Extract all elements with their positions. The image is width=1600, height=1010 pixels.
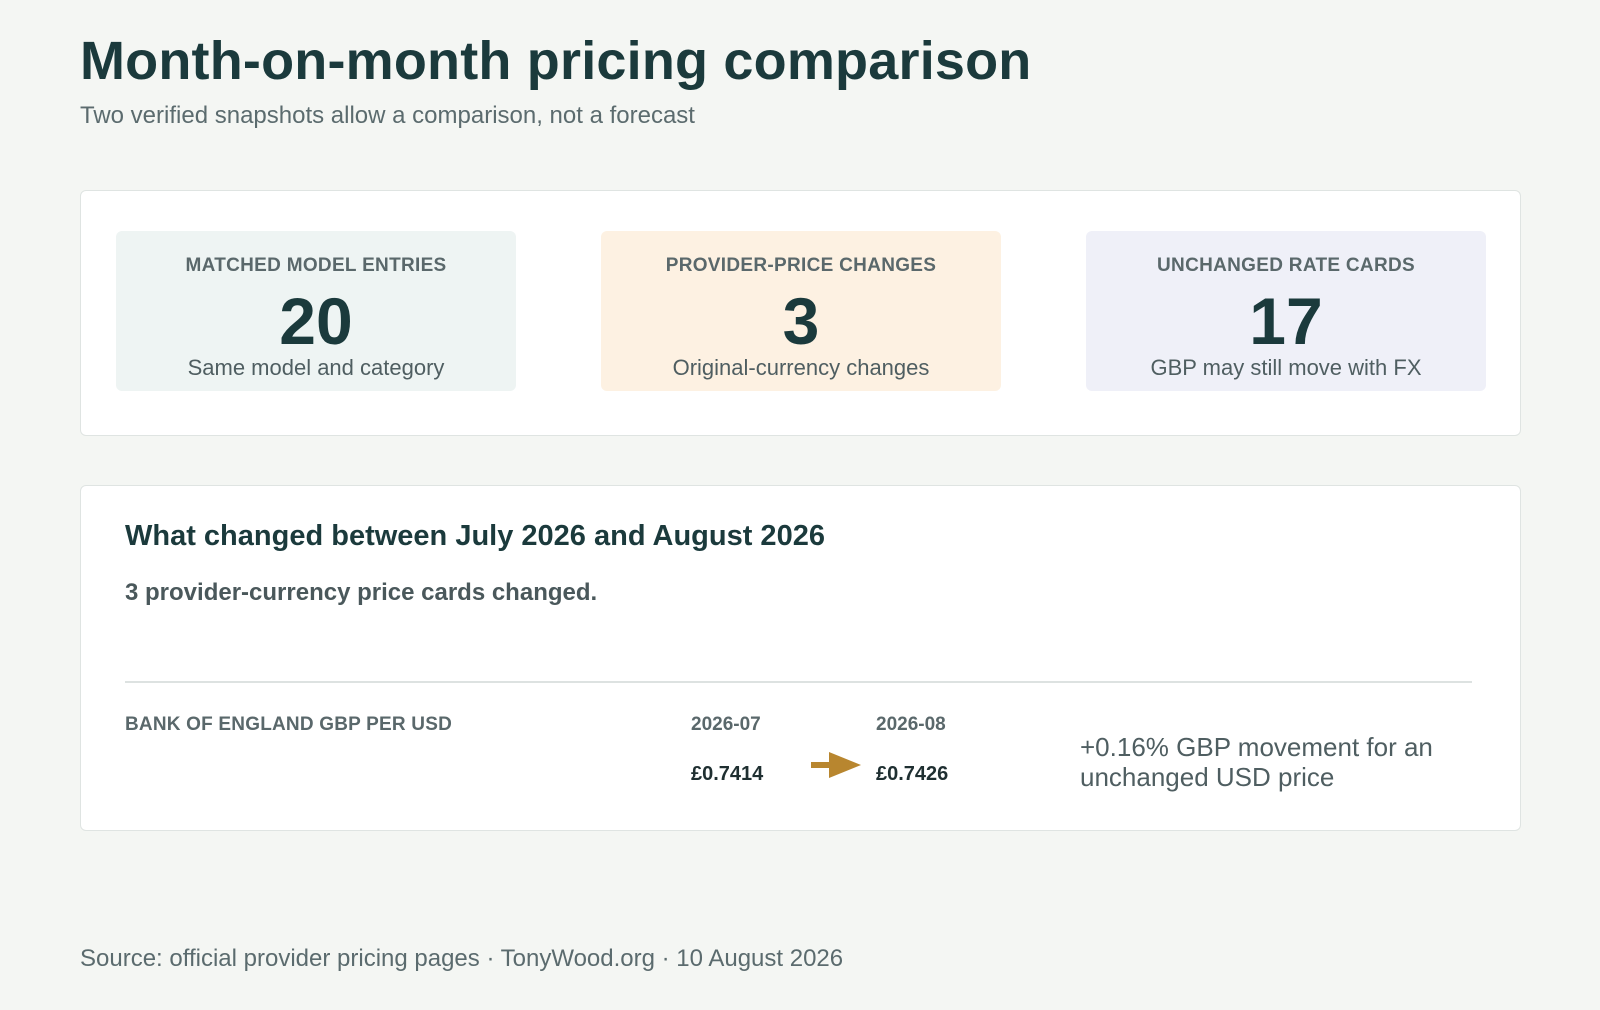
fx-movement-note: +0.16% GBP movement for an unchanged USD… <box>1080 732 1433 792</box>
to-period-label: 2026-08 <box>876 714 946 735</box>
changes-card: What changed between July 2026 and Augus… <box>80 485 1521 831</box>
divider <box>125 681 1472 683</box>
stat-label: MATCHED MODEL ENTRIES <box>185 255 447 276</box>
from-period-label: 2026-07 <box>691 714 761 735</box>
stat-provider-price-changes: PROVIDER-PRICE CHANGES 3 Original-curren… <box>601 231 1001 391</box>
summary-stats-card: MATCHED MODEL ENTRIES 20 Same model and … <box>80 190 1521 436</box>
changes-heading: What changed between July 2026 and Augus… <box>125 520 825 552</box>
stat-unchanged-rate-cards: UNCHANGED RATE CARDS 17 GBP may still mo… <box>1086 231 1486 391</box>
stat-matched-model-entries: MATCHED MODEL ENTRIES 20 Same model and … <box>116 231 516 391</box>
stat-note: Same model and category <box>187 355 445 380</box>
stat-label: PROVIDER-PRICE CHANGES <box>665 255 937 276</box>
stat-note: GBP may still move with FX <box>1150 355 1422 380</box>
to-rate-value: £0.7426 <box>876 763 949 785</box>
arrow-right-icon <box>811 752 861 778</box>
page-subtitle: Two verified snapshots allow a compariso… <box>80 102 695 129</box>
stat-note: Original-currency changes <box>672 355 930 380</box>
page-title: Month-on-month pricing comparison <box>80 31 1032 91</box>
source-footer: Source: official provider pricing pages … <box>80 945 844 972</box>
changes-summary: 3 provider-currency price cards changed. <box>125 579 598 606</box>
stat-value: 17 <box>1249 284 1323 358</box>
stat-label: UNCHANGED RATE CARDS <box>1157 255 1415 276</box>
fx-rate-label: BANK OF ENGLAND GBP PER USD <box>125 714 453 735</box>
stat-value: 20 <box>279 284 353 358</box>
from-rate-value: £0.7414 <box>691 763 764 785</box>
stat-value: 3 <box>782 284 820 358</box>
